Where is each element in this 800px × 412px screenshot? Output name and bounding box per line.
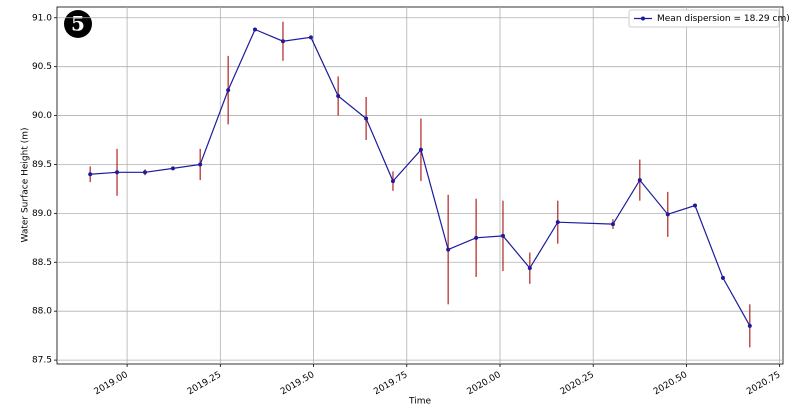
data-point bbox=[555, 220, 560, 225]
x-tick-label: 2019.00 bbox=[93, 370, 130, 397]
x-tick-label: 2019.50 bbox=[279, 370, 316, 397]
y-tick-label: 90.0 bbox=[32, 111, 52, 121]
data-point bbox=[527, 266, 532, 271]
y-tick-label: 88.0 bbox=[32, 307, 52, 317]
data-point bbox=[308, 35, 313, 40]
data-point bbox=[747, 323, 752, 328]
x-tick-label: 2019.75 bbox=[372, 370, 409, 397]
data-point bbox=[280, 39, 285, 44]
legend-label: Mean dispersion = 18.29 cm) bbox=[657, 14, 790, 24]
y-tick-label: 89.5 bbox=[32, 160, 52, 170]
data-point bbox=[390, 179, 395, 184]
y-tick-label: 88.5 bbox=[32, 258, 52, 268]
data-point bbox=[253, 27, 257, 32]
data-point bbox=[637, 178, 642, 183]
data-point bbox=[88, 172, 93, 177]
x-tick-label: 2020.75 bbox=[745, 370, 782, 397]
badge: 5 bbox=[71, 12, 85, 36]
data-point bbox=[500, 233, 505, 238]
data-point bbox=[364, 116, 369, 121]
x-tick-label: 2020.00 bbox=[466, 370, 503, 397]
data-point bbox=[336, 94, 341, 99]
data-line bbox=[90, 28, 751, 327]
plot-frame bbox=[56, 6, 784, 365]
data-point bbox=[610, 222, 615, 227]
data-point bbox=[226, 88, 231, 93]
x-tick-label: 2019.25 bbox=[186, 370, 223, 397]
data-point bbox=[198, 162, 203, 167]
data-point bbox=[115, 170, 120, 175]
y-tick-label: 90.5 bbox=[32, 62, 52, 72]
x-axis-label: Time bbox=[408, 397, 431, 407]
data-point bbox=[665, 212, 670, 217]
badge-circle bbox=[64, 10, 92, 38]
legend-box bbox=[628, 9, 780, 28]
y-axis-label: Water Surface Height (m) bbox=[21, 127, 31, 242]
y-tick-label: 91.0 bbox=[32, 13, 52, 23]
data-point bbox=[418, 147, 423, 152]
data-point bbox=[474, 235, 479, 240]
data-point bbox=[720, 275, 725, 280]
x-tick-label: 2020.25 bbox=[559, 370, 596, 397]
y-tick-label: 89.0 bbox=[32, 209, 52, 219]
legend-marker bbox=[641, 16, 645, 21]
data-point bbox=[446, 247, 451, 252]
data-point bbox=[143, 170, 147, 175]
data-point bbox=[170, 166, 175, 171]
x-tick-label: 2020.50 bbox=[652, 370, 689, 397]
y-tick-label: 87.5 bbox=[32, 356, 52, 366]
data-point bbox=[693, 203, 697, 208]
